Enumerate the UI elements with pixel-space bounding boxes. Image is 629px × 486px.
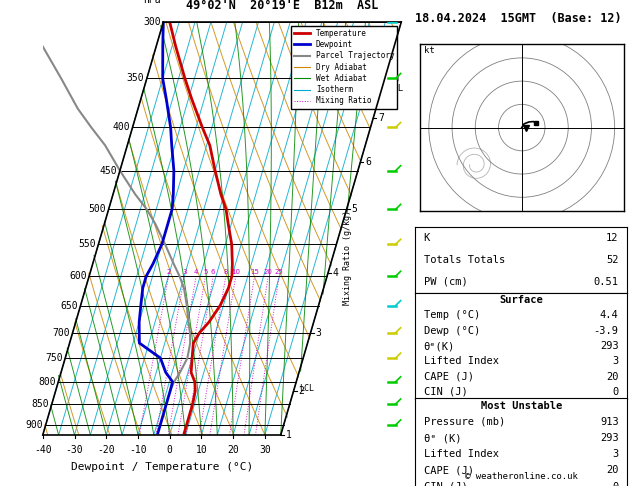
Text: 650: 650: [60, 300, 78, 311]
Text: 750: 750: [45, 353, 63, 363]
Text: Temp (°C): Temp (°C): [423, 311, 480, 320]
Text: 20: 20: [264, 269, 272, 276]
Text: 900: 900: [26, 420, 43, 430]
Text: 6: 6: [365, 157, 371, 167]
Text: kt: kt: [424, 46, 435, 55]
Text: CIN (J): CIN (J): [423, 387, 467, 397]
Text: 400: 400: [113, 122, 130, 132]
Text: 300: 300: [143, 17, 161, 27]
Text: 0: 0: [167, 445, 172, 455]
Text: km
ASL: km ASL: [388, 74, 404, 93]
Text: -10: -10: [129, 445, 147, 455]
Text: 600: 600: [69, 271, 87, 281]
Text: 30: 30: [259, 445, 270, 455]
Text: 4: 4: [333, 268, 338, 278]
Text: © weatheronline.co.uk: © weatheronline.co.uk: [465, 472, 577, 481]
Text: Lifted Index: Lifted Index: [423, 356, 499, 366]
Text: 5: 5: [203, 269, 208, 276]
Text: 20: 20: [227, 445, 239, 455]
Text: Totals Totals: Totals Totals: [423, 255, 505, 265]
Text: 850: 850: [31, 399, 49, 409]
Text: 10: 10: [231, 269, 240, 276]
Legend: Temperature, Dewpoint, Parcel Trajectory, Dry Adiabat, Wet Adiabat, Isotherm, Mi: Temperature, Dewpoint, Parcel Trajectory…: [291, 26, 398, 108]
Text: K: K: [423, 233, 430, 243]
Text: 8: 8: [223, 269, 228, 276]
Text: 293: 293: [600, 433, 619, 443]
Text: hPa: hPa: [143, 0, 161, 5]
Text: Most Unstable: Most Unstable: [481, 400, 562, 411]
Text: 25: 25: [274, 269, 283, 276]
Text: 20: 20: [606, 372, 619, 382]
Text: 2: 2: [298, 386, 304, 396]
Text: CIN (J): CIN (J): [423, 482, 467, 486]
Text: Pressure (mb): Pressure (mb): [423, 417, 505, 427]
Text: CAPE (J): CAPE (J): [423, 372, 474, 382]
Text: 2: 2: [166, 269, 170, 276]
Text: 3: 3: [613, 356, 619, 366]
Text: 18.04.2024  15GMT  (Base: 12): 18.04.2024 15GMT (Base: 12): [415, 12, 621, 25]
Text: 20: 20: [606, 466, 619, 475]
Text: 800: 800: [38, 377, 56, 387]
Text: 450: 450: [100, 166, 118, 175]
Text: 0: 0: [613, 387, 619, 397]
Text: 10: 10: [196, 445, 208, 455]
Text: 913: 913: [600, 417, 619, 427]
Text: -30: -30: [65, 445, 83, 455]
Text: 4: 4: [194, 269, 198, 276]
Text: Dewpoint / Temperature (°C): Dewpoint / Temperature (°C): [70, 462, 253, 472]
Text: Mixing Ratio (g/kg): Mixing Ratio (g/kg): [343, 210, 352, 305]
Text: -40: -40: [34, 445, 52, 455]
Text: Lifted Index: Lifted Index: [423, 449, 499, 459]
Text: 12: 12: [606, 233, 619, 243]
Text: 4.4: 4.4: [600, 311, 619, 320]
Text: θᵉ (K): θᵉ (K): [423, 433, 461, 443]
Text: CAPE (J): CAPE (J): [423, 466, 474, 475]
Text: 15: 15: [250, 269, 259, 276]
Text: 3: 3: [315, 328, 321, 338]
Text: 49°02'N  20°19'E  B12m  ASL: 49°02'N 20°19'E B12m ASL: [186, 0, 379, 12]
Text: Dewp (°C): Dewp (°C): [423, 326, 480, 336]
Text: 700: 700: [52, 328, 70, 338]
Text: 550: 550: [78, 239, 96, 249]
Text: -20: -20: [97, 445, 115, 455]
Text: -3.9: -3.9: [594, 326, 619, 336]
Text: 0.51: 0.51: [594, 277, 619, 287]
Text: 1: 1: [286, 430, 291, 440]
Text: 5: 5: [352, 204, 357, 214]
Text: 500: 500: [89, 204, 106, 214]
Text: θᵉ(K): θᵉ(K): [423, 341, 455, 351]
Text: 6: 6: [211, 269, 215, 276]
Text: PW (cm): PW (cm): [423, 277, 467, 287]
Text: LCL: LCL: [299, 384, 314, 393]
Text: 3: 3: [182, 269, 187, 276]
Text: Surface: Surface: [499, 295, 543, 305]
Text: 293: 293: [600, 341, 619, 351]
Text: 350: 350: [126, 73, 144, 84]
Text: 7: 7: [378, 113, 384, 123]
Text: 0: 0: [613, 482, 619, 486]
Text: 3: 3: [613, 449, 619, 459]
Text: 52: 52: [606, 255, 619, 265]
